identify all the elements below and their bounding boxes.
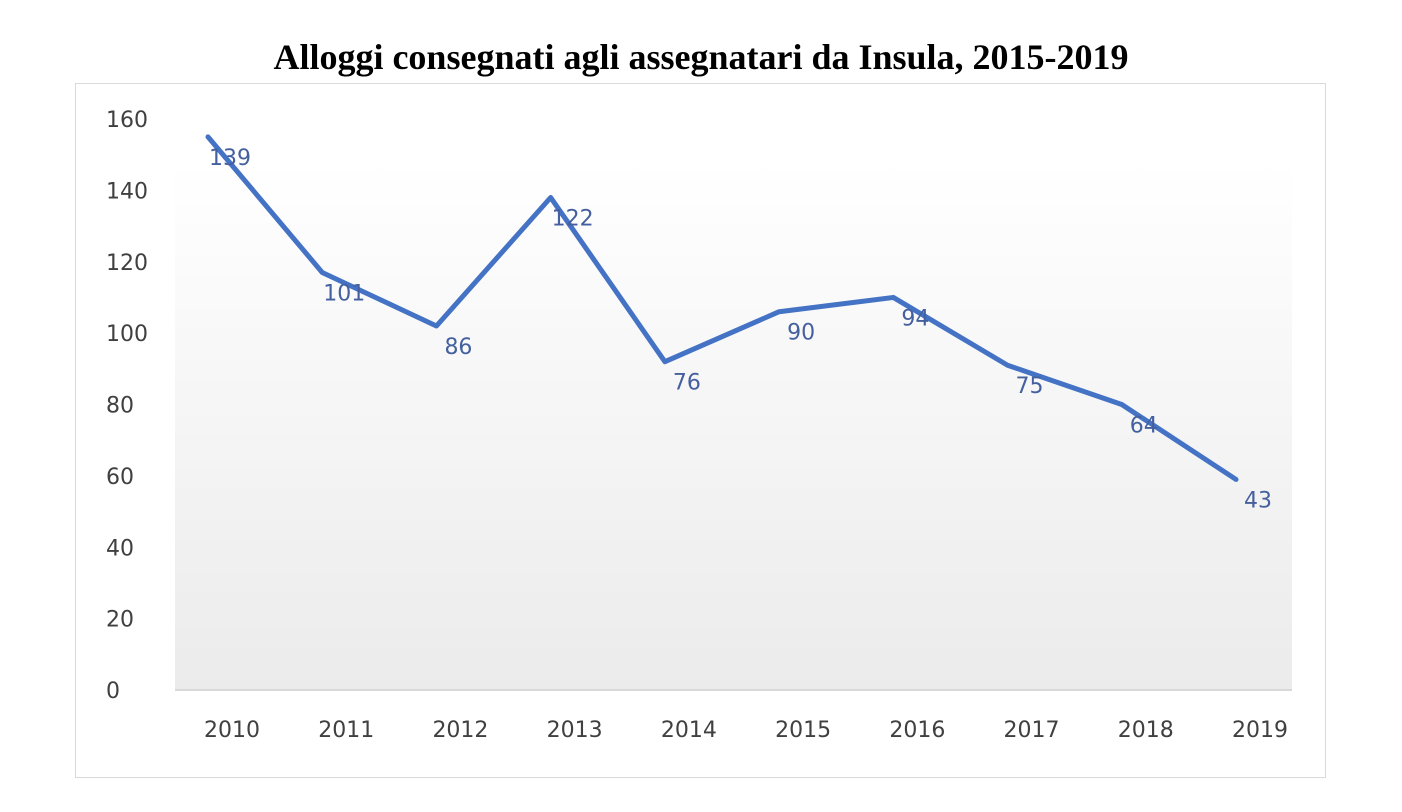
series-group: [205, 134, 1239, 482]
y-tick-label: 60: [106, 465, 134, 490]
x-tick-label: 2015: [775, 718, 831, 743]
data-point: [1234, 477, 1238, 481]
data-label: 90: [787, 321, 815, 346]
x-axis-ticks: 2010 2011 2012 2013 2014 2015 2016 2017 2018 2019: [204, 718, 1288, 743]
data-label: 86: [444, 335, 472, 360]
data-point: [549, 196, 553, 200]
data-label: 94: [901, 306, 929, 331]
x-tick-label: 2017: [1004, 718, 1060, 743]
x-tick-label: 2018: [1118, 718, 1174, 743]
series-line: [205, 134, 1239, 482]
x-tick-label: 2014: [661, 718, 717, 743]
y-tick-label: 120: [106, 251, 148, 276]
x-tick-label: 2016: [889, 718, 945, 743]
x-tick-label: 2011: [318, 718, 374, 743]
y-tick-label: 140: [106, 179, 148, 204]
data-point: [206, 135, 210, 139]
chart-title: Alloggi consegnati agli assegnatari da I…: [273, 37, 1129, 77]
data-label: 122: [552, 207, 594, 232]
plot-area: [175, 160, 1292, 690]
y-tick-label: 80: [106, 394, 134, 419]
y-tick-label: 160: [106, 108, 148, 133]
data-point: [1120, 403, 1124, 406]
data-point: [777, 310, 781, 314]
x-tick-label: 2012: [432, 718, 488, 743]
data-point: [320, 270, 324, 274]
y-tick-label: 0: [106, 679, 120, 704]
data-point: [1006, 363, 1010, 367]
data-point: [891, 295, 895, 299]
data-label: 139: [209, 146, 251, 171]
data-labels: 139 101 86 122 76 90 94 75 64 43: [209, 146, 1272, 514]
data-label: 43: [1244, 488, 1272, 513]
y-tick-label: 40: [106, 536, 134, 561]
data-label: 101: [323, 281, 365, 306]
data-point: [663, 360, 667, 364]
x-tick-label: 2013: [547, 718, 603, 743]
y-tick-label: 20: [106, 608, 134, 633]
x-tick-label: 2010: [204, 718, 260, 743]
data-point: [434, 324, 438, 328]
data-label: 76: [673, 371, 701, 396]
y-tick-label: 100: [106, 322, 148, 347]
data-label: 75: [1016, 374, 1044, 399]
x-tick-label: 2019: [1232, 718, 1288, 743]
data-label: 64: [1130, 414, 1158, 439]
y-axis-ticks: 0 20 40 60 80 100 120 140 160: [106, 108, 148, 704]
